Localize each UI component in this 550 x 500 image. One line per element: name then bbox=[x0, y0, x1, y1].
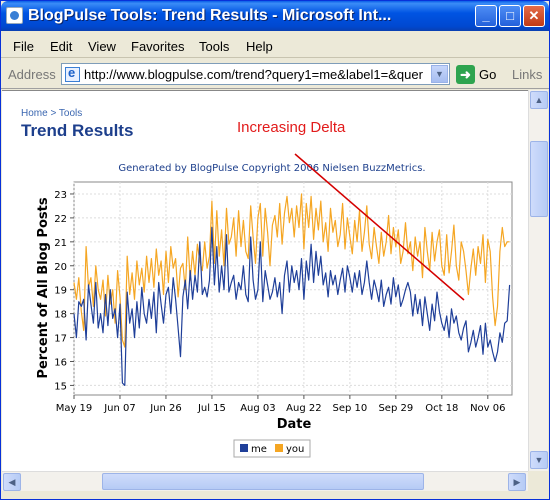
y-tick-label: 18 bbox=[54, 310, 67, 321]
legend-box bbox=[233, 439, 311, 458]
x-tick-label: Jul 15 bbox=[197, 403, 226, 414]
y-tick-label: 22 bbox=[54, 214, 67, 225]
breadcrumb[interactable]: Home > Tools bbox=[21, 108, 83, 119]
legend: me you bbox=[233, 439, 311, 458]
ie-icon bbox=[6, 7, 23, 24]
window-title: BlogPulse Tools: Trend Results - Microso… bbox=[28, 7, 392, 24]
scroll-left-button[interactable]: ◀ bbox=[3, 473, 21, 491]
menu-help[interactable]: Help bbox=[246, 39, 273, 54]
delta-arrow-line bbox=[294, 153, 465, 301]
links-label[interactable]: Links bbox=[512, 67, 543, 82]
address-input[interactable]: http://www.blogpulse.com/trend?query1=me… bbox=[61, 63, 450, 85]
scroll-up-button[interactable]: ▲ bbox=[530, 91, 548, 109]
menu-file[interactable]: File bbox=[13, 39, 34, 54]
x-tick-label: Jun 07 bbox=[103, 403, 136, 414]
grid bbox=[73, 182, 512, 395]
minimize-button[interactable]: _ bbox=[475, 5, 497, 27]
scroll-right-button[interactable]: ▶ bbox=[508, 473, 526, 491]
series-layer bbox=[73, 193, 511, 386]
x-tick-label: Oct 18 bbox=[425, 403, 458, 414]
x-tick-label: Sep 29 bbox=[378, 403, 413, 414]
chevron-right-icon: ▶ bbox=[513, 477, 521, 487]
address-label: Address bbox=[8, 67, 56, 82]
x-tick-label: Aug 22 bbox=[286, 403, 321, 414]
x-tick-label: Nov 06 bbox=[470, 403, 505, 414]
scrollbar-corner bbox=[528, 471, 548, 491]
menu-tools[interactable]: Tools bbox=[199, 39, 230, 54]
y-tick-label: 20 bbox=[54, 262, 67, 273]
y-tick-label: 21 bbox=[54, 238, 67, 249]
y-axis-ticks: 15 16 17 18 19 20 21 22 23 bbox=[54, 190, 74, 392]
page-icon bbox=[65, 65, 80, 82]
address-url[interactable]: http://www.blogpulse.com/trend?query1=me… bbox=[84, 67, 423, 82]
plot-area bbox=[73, 181, 513, 396]
page-title: Trend Results bbox=[21, 121, 134, 140]
y-tick-label: 17 bbox=[54, 334, 67, 345]
y-tick-label: 19 bbox=[54, 286, 67, 297]
series-line-you bbox=[73, 193, 510, 348]
y-tick-label: 15 bbox=[54, 381, 67, 392]
series-line-me bbox=[73, 226, 511, 386]
chevron-down-icon: ▼ bbox=[435, 69, 444, 79]
page-content: Home > Tools Trend Results Increasing De… bbox=[2, 90, 528, 471]
maximize-button[interactable]: □ bbox=[499, 5, 521, 27]
x-tick-label: Jun 26 bbox=[149, 403, 182, 414]
close-button[interactable]: ✕ bbox=[523, 5, 545, 27]
chevron-left-icon: ◀ bbox=[8, 477, 16, 487]
menu-bar: File Edit View Favorites Tools Help bbox=[1, 32, 549, 85]
y-tick-label: 16 bbox=[54, 357, 67, 368]
y-tick-label: 23 bbox=[54, 190, 67, 201]
close-icon: ✕ bbox=[528, 8, 540, 23]
go-arrow-icon: ➜ bbox=[456, 65, 475, 84]
go-label: Go bbox=[479, 67, 497, 82]
address-bar: Address http://www.blogpulse.com/trend?q… bbox=[1, 59, 549, 89]
x-tick-label: Sep 10 bbox=[332, 403, 367, 414]
vertical-scrollbar[interactable]: ▲ ▼ bbox=[528, 90, 548, 471]
title-bar[interactable]: BlogPulse Tools: Trend Results - Microso… bbox=[1, 1, 549, 31]
y-axis-label: Percent of All Blog Posts bbox=[36, 197, 51, 378]
x-tick-label: May 19 bbox=[56, 403, 93, 414]
annotation-label: Increasing Delta bbox=[237, 119, 346, 136]
menu-edit[interactable]: Edit bbox=[50, 39, 73, 54]
chevron-up-icon: ▲ bbox=[534, 95, 544, 105]
go-button[interactable]: ➜ Go bbox=[456, 65, 506, 85]
horizontal-scroll-thumb[interactable] bbox=[102, 473, 424, 490]
menu-favorites[interactable]: Favorites bbox=[131, 39, 185, 54]
x-tick-label: Aug 03 bbox=[240, 403, 275, 414]
x-axis-ticks: May 19 Jun 07 Jun 26 Jul 15 Aug 03 Aug 22 Sep … bbox=[56, 395, 506, 414]
legend-label-you: you bbox=[286, 444, 304, 455]
address-dropdown-button[interactable]: ▼ bbox=[431, 65, 448, 83]
chart-subtitle: Generated by BlogPulse Copyright 2006 Ni… bbox=[118, 163, 425, 174]
x-axis-label: Date bbox=[277, 417, 312, 432]
horizontal-scrollbar[interactable]: ◀ ▶ bbox=[2, 471, 528, 491]
minimize-icon: _ bbox=[482, 8, 490, 23]
scroll-down-button[interactable]: ▼ bbox=[530, 451, 548, 469]
legend-swatch-me bbox=[240, 444, 248, 452]
menu-view[interactable]: View bbox=[88, 39, 116, 54]
legend-label-me: me bbox=[251, 444, 267, 455]
trend-chart: Generated by BlogPulse Copyright 2006 Ni… bbox=[36, 153, 513, 458]
legend-swatch-you bbox=[275, 444, 283, 452]
maximize-icon: □ bbox=[506, 8, 514, 23]
chevron-down-icon: ▼ bbox=[534, 455, 544, 465]
vertical-scroll-thumb[interactable] bbox=[530, 141, 548, 217]
